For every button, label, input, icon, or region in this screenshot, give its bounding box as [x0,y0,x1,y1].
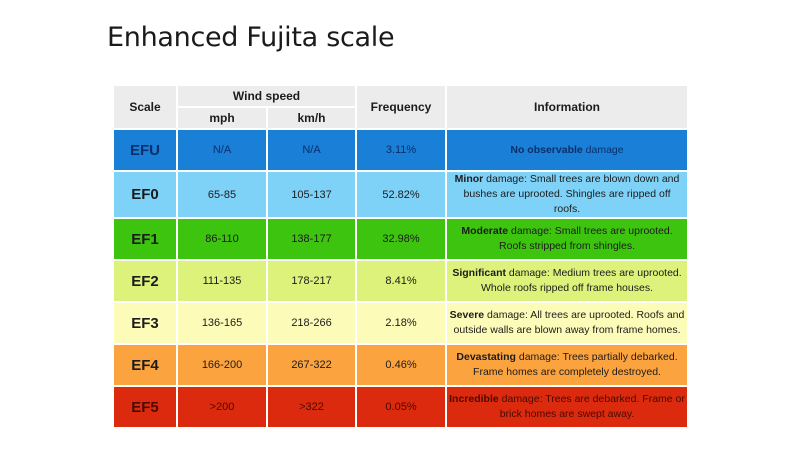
damage-level: Devastating [456,351,516,363]
scale-cell: EF5 [112,385,178,429]
damage-description: damage: Small trees are uprooted. Roofs … [499,225,673,252]
scale-cell: EF1 [112,217,178,261]
frequency-cell: 32.98% [355,217,448,261]
frequency-cell: 3.11% [355,128,448,172]
ef-scale-table: Scale Wind speed Frequency Information m… [112,84,690,429]
mph-cell: 136-165 [176,301,268,345]
damage-level: Significant [452,267,506,279]
kmh-cell: 105-137 [265,170,358,219]
frequency-cell: 2.18% [355,301,448,345]
information-cell: Significant damage: Medium trees are upr… [445,259,690,303]
table-row: EFU N/A N/A 3.11% No observable damage [112,128,690,172]
kmh-cell: N/A [265,128,358,172]
table-row: EF3 136-165 218-266 2.18% Severe damage: All… [112,301,690,345]
kmh-cell: 138-177 [265,217,358,261]
page-title: Enhanced Fujita scale [107,22,395,53]
scale-cell: EF2 [112,259,178,303]
mph-cell: 166-200 [176,343,268,387]
damage-level: Incredible [449,393,499,405]
frequency-cell: 0.46% [355,343,448,387]
header-scale: Scale [112,84,178,130]
header-wind-speed: Wind speed [175,84,358,108]
header-mph: mph [176,106,268,130]
scale-cell: EF0 [112,170,178,219]
information-cell: Moderate damage: Small trees are uproote… [445,217,690,261]
frequency-cell: 8.41% [355,259,448,303]
information-cell: Incredible damage: Trees are debarked. F… [445,385,690,429]
kmh-cell: 218-266 [265,301,358,345]
mph-cell: 111-135 [176,259,268,303]
information-cell: Devastating damage: Trees partially deba… [445,343,690,387]
damage-level: Minor [454,173,484,185]
damage-description: damage: Medium trees are uprooted. Whole… [481,267,682,294]
information-cell: No observable damage [445,128,690,172]
header-frequency: Frequency [355,84,448,130]
kmh-cell: >322 [265,385,358,429]
frequency-cell: 52.82% [355,170,448,219]
header-kmh: km/h [265,106,358,130]
scale-cell: EFU [112,128,178,172]
mph-cell: N/A [176,128,268,172]
damage-level: No observable [510,143,583,156]
damage-description: damage: Trees partially debarked. Frame … [473,351,678,378]
table-row: EF4 166-200 267-322 0.46% Devastating damage… [112,343,690,387]
table-row: EF2 111-135 178-217 8.41% Significant damage… [112,259,690,303]
damage-description: damage: Small trees are blown down and b… [463,173,680,215]
mph-cell: 86-110 [176,217,268,261]
header-information: Information [445,84,690,130]
table-row: EF1 86-110 138-177 32.98% Moderate damage: S… [112,217,690,261]
table-row: EF5 >200 >322 0.05% Incredible damage: Trees… [112,385,690,429]
mph-cell: >200 [176,385,268,429]
scale-cell: EF4 [112,343,178,387]
damage-description: damage: Trees are debarked. Frame or bri… [498,393,685,420]
scale-cell: EF3 [112,301,178,345]
information-cell: Minor damage: Small trees are blown down… [445,170,690,219]
table-row: EF0 65-85 105-137 52.82% Minor damage: Small… [112,170,690,219]
kmh-cell: 178-217 [265,259,358,303]
damage-level: Severe [449,309,485,321]
frequency-cell: 0.05% [355,385,448,429]
damage-description: damage: All trees are uprooted. Roofs an… [453,309,685,336]
damage-description: damage [582,143,624,156]
mph-cell: 65-85 [176,170,268,219]
kmh-cell: 267-322 [265,343,358,387]
information-cell: Severe damage: All trees are uprooted. R… [445,301,690,345]
damage-level: Moderate [461,225,509,237]
